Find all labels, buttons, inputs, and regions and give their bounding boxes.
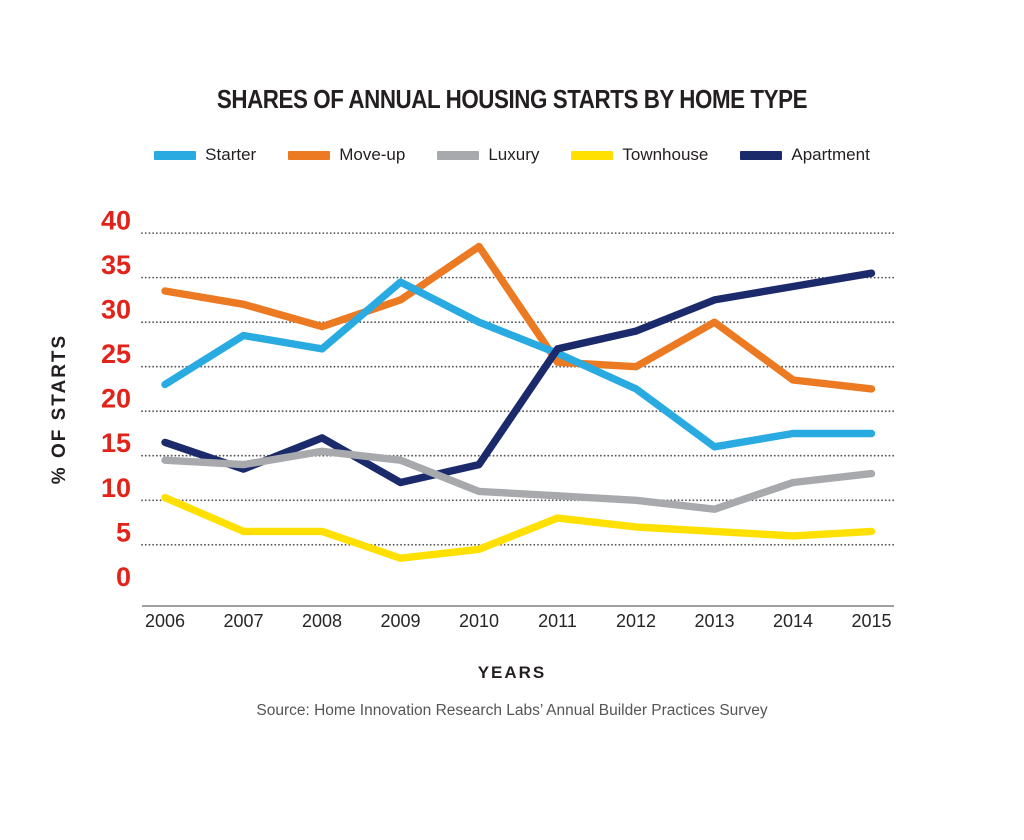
svg-text:30: 30 bbox=[101, 295, 131, 325]
svg-text:2008: 2008 bbox=[302, 611, 342, 631]
svg-text:15: 15 bbox=[101, 428, 131, 458]
svg-text:2014: 2014 bbox=[773, 611, 813, 631]
svg-text:5: 5 bbox=[116, 517, 131, 547]
svg-text:35: 35 bbox=[101, 250, 131, 280]
svg-text:2013: 2013 bbox=[694, 611, 734, 631]
svg-text:0: 0 bbox=[116, 562, 131, 592]
svg-text:25: 25 bbox=[101, 339, 131, 369]
svg-text:20: 20 bbox=[101, 384, 131, 414]
svg-text:2009: 2009 bbox=[380, 611, 420, 631]
svg-text:2010: 2010 bbox=[459, 611, 499, 631]
svg-text:2006: 2006 bbox=[145, 611, 185, 631]
svg-text:40: 40 bbox=[101, 206, 131, 236]
svg-text:2015: 2015 bbox=[851, 611, 891, 631]
svg-text:2007: 2007 bbox=[223, 611, 263, 631]
svg-text:2012: 2012 bbox=[616, 611, 656, 631]
svg-text:10: 10 bbox=[101, 473, 131, 503]
svg-text:2011: 2011 bbox=[538, 611, 577, 631]
